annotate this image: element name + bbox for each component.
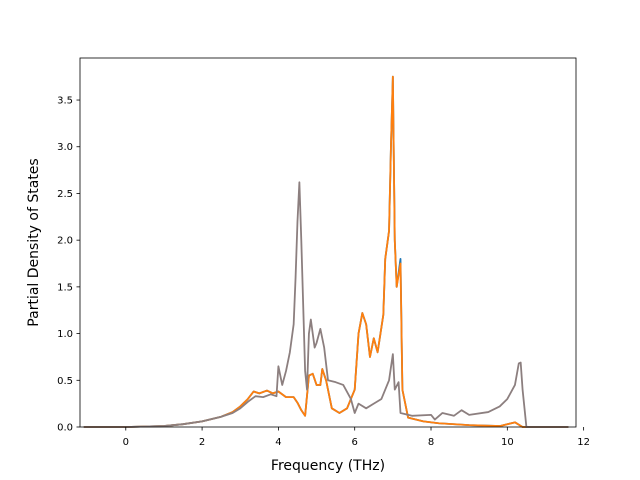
x-tick-label: 2: [199, 437, 205, 448]
x-tick-label: 12: [577, 437, 590, 448]
y-tick-label: 1.0: [57, 329, 73, 340]
series-line-2: [83, 75, 569, 428]
series-line-3: [83, 181, 569, 428]
y-tick-label: 3.0: [57, 142, 73, 153]
y-tick-label: 1.5: [57, 282, 73, 293]
y-tick-label: 2.0: [57, 236, 73, 247]
y-tick-label: 3.5: [57, 96, 73, 107]
plot-frame: [79, 57, 577, 428]
series-layer: [83, 75, 569, 428]
y-tick-label: 0.0: [57, 423, 73, 434]
y-axis-label: Partial Density of States: [26, 158, 42, 326]
plot-area: [80, 58, 576, 427]
y-axis-ticks: 0.0 0.5 1.0 1.5 2.0 2.5 3.0 3.5: [57, 96, 80, 434]
y-tick-label: 0.5: [57, 376, 73, 387]
x-axis-label: Frequency (THz): [271, 458, 385, 474]
x-tick-label: 8: [428, 437, 434, 448]
x-tick-label: 4: [275, 437, 281, 448]
x-tick-label: 0: [123, 437, 129, 448]
x-axis-ticks: 0 2 4 6 8 10 12: [123, 427, 590, 448]
x-tick-label: 10: [501, 437, 514, 448]
y-tick-label: 2.5: [57, 189, 73, 200]
x-tick-label: 6: [352, 437, 358, 448]
